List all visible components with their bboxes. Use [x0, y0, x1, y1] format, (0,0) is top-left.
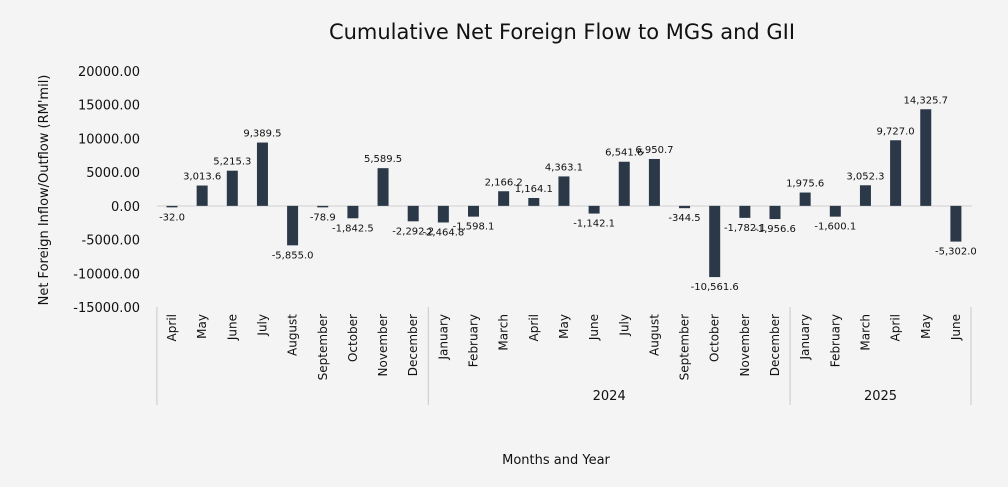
x-tick-label: February	[467, 314, 481, 367]
x-tick-label: June	[949, 314, 963, 341]
x-tick-label: July	[617, 314, 631, 337]
year-label: 2025	[864, 389, 897, 404]
bar	[920, 109, 932, 206]
data-label: 9,389.5	[243, 129, 281, 140]
x-tick-label: October	[346, 314, 360, 362]
x-tick-label: March	[858, 314, 872, 351]
data-label: 3,052.3	[846, 171, 884, 182]
x-tick-label: March	[497, 314, 511, 351]
bars	[166, 109, 962, 278]
bar	[859, 185, 871, 206]
y-tick-label: 15000.00	[78, 99, 140, 114]
bar	[588, 205, 600, 214]
bar	[739, 205, 751, 218]
bar	[618, 161, 630, 206]
data-label: -2,464.8	[422, 227, 464, 238]
bar	[498, 191, 510, 206]
bar	[829, 205, 841, 217]
bar	[226, 170, 238, 206]
data-label: 5,215.3	[213, 157, 251, 168]
data-label: -2,292.2	[392, 226, 434, 237]
data-label: 9,727.0	[877, 126, 915, 137]
x-tick-label: January	[798, 314, 812, 361]
y-tick-label: 10000.00	[78, 132, 140, 147]
x-tick-label: December	[406, 314, 420, 376]
x-tick-label: December	[768, 314, 782, 376]
bar	[679, 205, 691, 209]
bar	[799, 192, 811, 206]
data-label: -1,842.5	[332, 223, 374, 234]
data-label: -78.9	[310, 212, 336, 223]
data-label: 2,166.2	[485, 177, 523, 188]
data-label: 6,950.7	[635, 145, 673, 156]
x-tick-label: April	[165, 314, 179, 341]
x-tick-label: June	[225, 314, 239, 341]
data-label: -1,142.1	[573, 219, 615, 230]
x-axis-label: Months and Year	[502, 453, 610, 468]
x-tick-label: April	[889, 314, 903, 341]
bar	[468, 205, 479, 217]
x-tick-label: February	[828, 314, 842, 367]
data-label: -1,598.1	[453, 222, 495, 233]
bar	[166, 205, 178, 208]
data-label: -1,956.6	[754, 224, 796, 235]
x-tick-label: May	[195, 314, 209, 339]
data-label: 6,541.6	[605, 148, 643, 159]
y-tick-label: -15000.00	[73, 301, 140, 316]
x-tick-label: November	[738, 314, 752, 376]
x-tick-label: September	[678, 314, 692, 380]
bar	[317, 205, 329, 208]
x-tick-label: November	[376, 314, 390, 376]
x-tick-label: January	[436, 314, 450, 361]
data-label: -344.5	[668, 213, 700, 224]
chart-title: Cumulative Net Foreign Flow to MGS and G…	[329, 20, 795, 44]
x-tick-label: April	[527, 314, 541, 341]
bar	[890, 140, 902, 206]
bar	[407, 205, 419, 222]
bar	[950, 205, 962, 242]
y-axis: 20000.00 15000.00 10000.00 5000.00 0.00 -5000…	[73, 65, 140, 316]
x-tick-label: May	[919, 314, 933, 339]
bar	[558, 176, 570, 206]
x-tick-label: May	[557, 314, 571, 339]
data-labels: -32.03,013.65,215.39,389.5-5,855.0-78.9-…	[159, 95, 977, 293]
x-tick-label: August	[286, 314, 300, 356]
bar	[196, 185, 208, 206]
bar	[437, 205, 449, 223]
data-label: 3,013.6	[183, 172, 221, 183]
bar	[287, 205, 299, 246]
data-label: 14,325.7	[903, 95, 948, 106]
x-tick-label: July	[255, 314, 269, 337]
data-label: 1,975.6	[786, 179, 824, 190]
y-tick-label: 0.00	[111, 200, 140, 215]
data-label: -5,302.0	[935, 247, 977, 258]
data-label: 5,589.5	[364, 154, 402, 165]
bar	[347, 205, 359, 219]
x-tick-label: June	[587, 314, 601, 341]
data-label: 1,164.1	[515, 184, 553, 195]
y-tick-label: 20000.00	[78, 65, 140, 80]
y-tick-label: -10000.00	[73, 267, 140, 282]
bar	[528, 198, 540, 206]
x-tick-label: October	[708, 314, 722, 362]
data-label: -1,782.1	[724, 223, 766, 234]
data-label: -5,855.0	[272, 250, 314, 261]
data-label: -1,600.1	[814, 222, 856, 233]
year-label: 2024	[593, 389, 626, 404]
bar	[648, 158, 660, 206]
data-label: -32.0	[159, 212, 185, 223]
bar	[256, 142, 268, 206]
data-label: -10,561.6	[691, 282, 739, 293]
y-tick-label: -5000.00	[82, 234, 140, 249]
y-axis-label: Net Foreign Inflow/Outflow (RM'mil)	[37, 75, 52, 306]
x-tick-label: August	[647, 314, 661, 356]
x-axis: April May June July August September October No…	[156, 307, 972, 405]
x-tick-label: September	[316, 314, 330, 380]
bar	[377, 168, 389, 206]
bar	[709, 205, 721, 278]
data-label: 4,363.1	[545, 162, 583, 173]
bar	[769, 205, 781, 220]
y-tick-label: 5000.00	[86, 166, 140, 181]
